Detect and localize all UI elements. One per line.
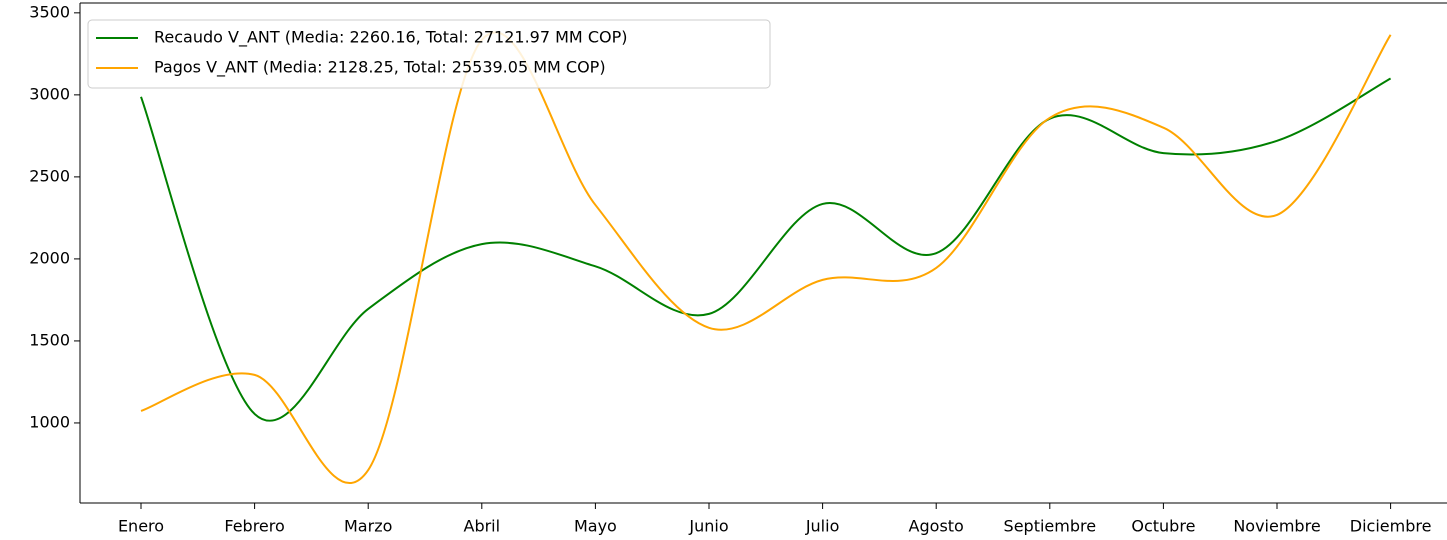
x-tick-label: Mayo [574,517,617,536]
x-tick-label: Febrero [224,517,284,536]
y-tick-label: 3000 [29,84,70,103]
x-tick-label: Enero [118,517,164,536]
y-tick-label: 1500 [29,330,70,349]
x-tick-label: Julio [805,517,840,536]
legend-label: Pagos V_ANT (Media: 2128.25, Total: 2553… [154,58,606,78]
x-tick-label: Noviembre [1233,517,1320,536]
series-line [140,31,1392,484]
y-tick-label: 2500 [29,166,70,185]
x-tick-label: Diciembre [1350,517,1432,536]
x-tick-label: Agosto [909,517,964,536]
x-tick-label: Octubre [1131,517,1195,536]
y-tick-label: 2000 [29,248,70,267]
y-tick-label: 1000 [29,412,70,431]
x-tick-label: Septiembre [1004,517,1097,536]
x-tick-label: Marzo [344,517,392,536]
legend-label: Recaudo V_ANT (Media: 2260.16, Total: 27… [154,28,627,48]
x-tick-label: Abril [464,517,501,536]
x-tick-label: Junio [688,517,728,536]
legend-box [87,19,771,89]
y-tick-label: 3500 [29,2,70,21]
series-line [140,77,1392,422]
